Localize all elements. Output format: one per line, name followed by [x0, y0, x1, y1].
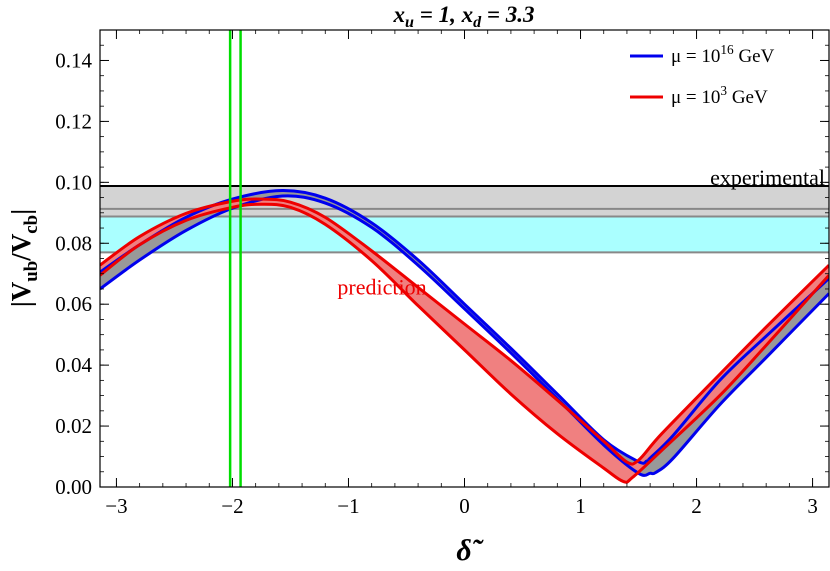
x-tick-label: 2 [691, 494, 702, 518]
legend: μ = 1016 GeV μ = 103 GeV [630, 42, 775, 108]
series-0-upper-line [100, 189, 829, 465]
x-tick-label: 3 [807, 494, 818, 518]
annotation-prediction: prediction [337, 274, 426, 299]
y-tick-label: 0.00 [55, 475, 92, 499]
y-tick-label: 0.04 [55, 353, 92, 377]
x-axis-label: δ̃ [456, 534, 484, 567]
y-tick-label: 0.08 [55, 231, 92, 255]
x-tick-label: 1 [575, 494, 586, 518]
legend-label-1: μ = 103 GeV [671, 83, 768, 108]
x-tick-label: −2 [221, 494, 243, 518]
series-fills [100, 190, 829, 483]
horizontal-bands [100, 184, 829, 254]
series-lines [100, 189, 829, 484]
x-tick-label: −1 [337, 494, 359, 518]
y-tick-label: 0.10 [55, 170, 92, 194]
y-tick-label: 0.12 [55, 109, 92, 133]
series-1-lower-line [100, 202, 829, 484]
band-1 [100, 216, 829, 253]
y-tick-label: 0.02 [55, 414, 92, 438]
vertical-lines [228, 30, 242, 487]
x-tick-label: −3 [105, 494, 127, 518]
annotations: experimental prediction [337, 165, 825, 300]
y-tick-label: 0.14 [55, 48, 92, 72]
chart-title: xu = 1, xd = 3.3 [393, 2, 535, 31]
series-1-upper-line [100, 197, 829, 466]
series-1-band [100, 199, 829, 483]
x-tick-label: 0 [459, 494, 470, 518]
axis-ticks: −3 −2 −1 0 1 2 3 0.00 0.02 0.04 0.06 0.08 0.10 0.12 0.… [55, 30, 829, 518]
annotation-experimental: experimental [710, 165, 825, 190]
legend-label-0: μ = 1016 GeV [671, 42, 775, 67]
y-axis-label: |Vub/Vcb| [6, 209, 42, 307]
y-tick-label: 0.06 [55, 292, 92, 316]
